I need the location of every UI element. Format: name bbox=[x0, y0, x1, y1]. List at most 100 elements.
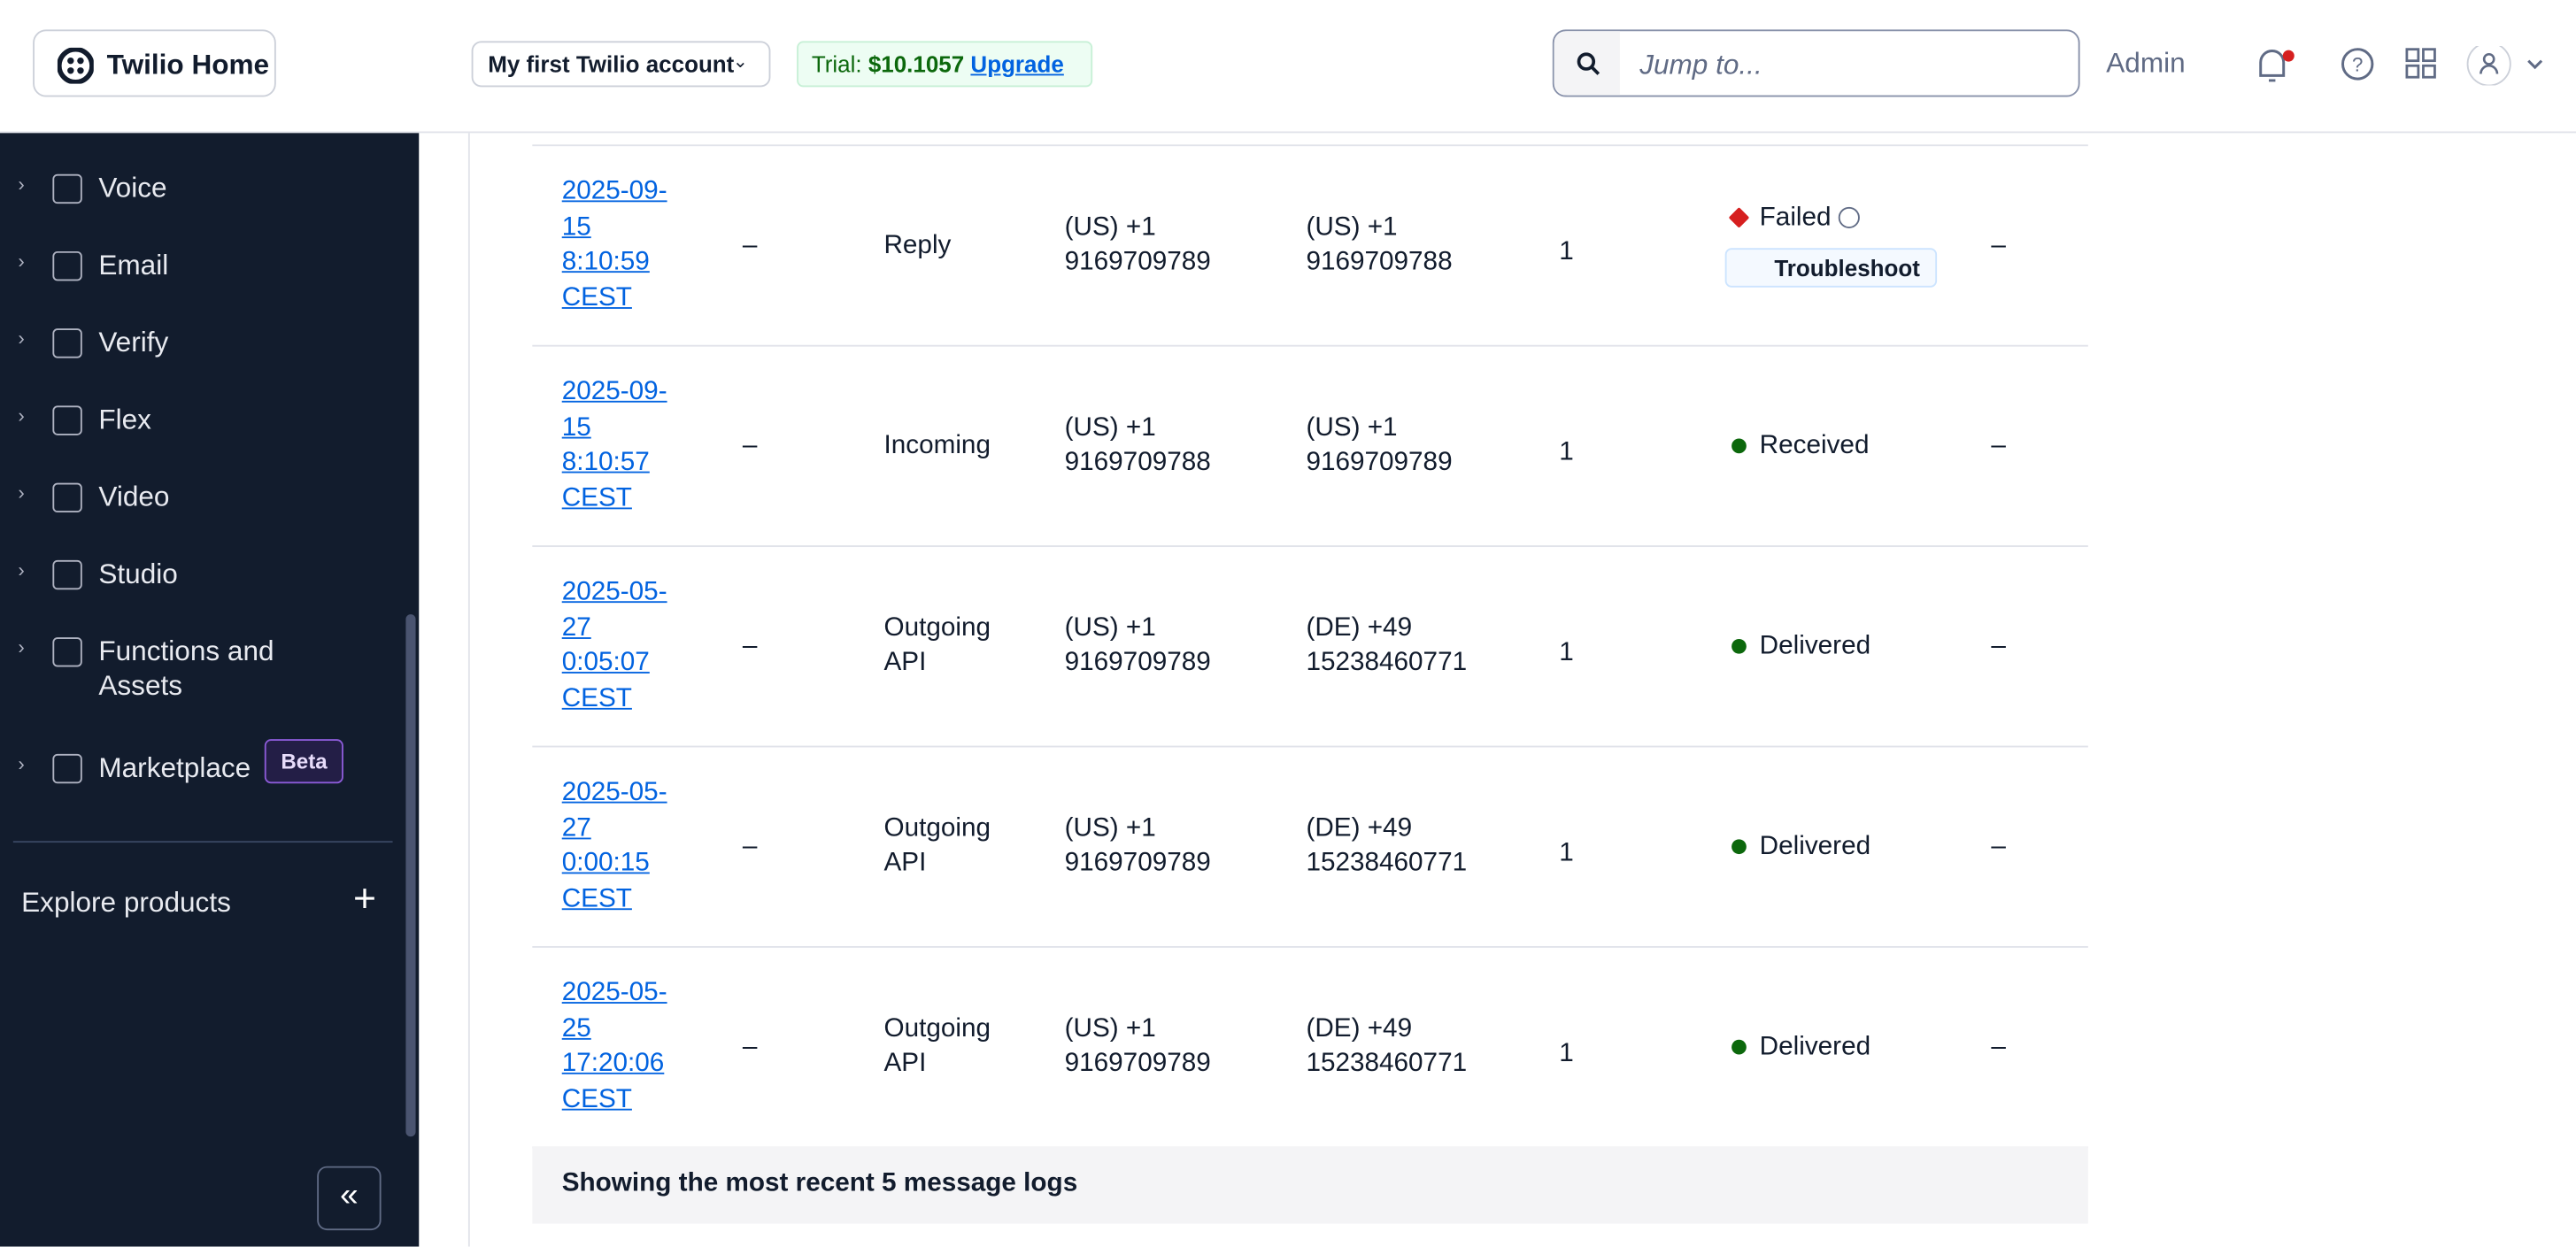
nav-icon bbox=[52, 328, 82, 358]
content-border bbox=[467, 133, 470, 1247]
date-link[interactable]: 2025-09-15 8:10:59 CEST bbox=[561, 177, 667, 312]
chevron: › bbox=[18, 635, 25, 659]
from-number: (US) +1 9169709789 bbox=[1064, 212, 1211, 276]
from-number: (US) +1 9169709789 bbox=[1064, 613, 1211, 677]
table-footer: Showing the most recent 5 message logs bbox=[532, 1146, 2088, 1224]
direction: Outgoing API bbox=[883, 1014, 991, 1078]
message-body: – bbox=[742, 1032, 758, 1060]
to-number: (DE) +49 15238460771 bbox=[1306, 613, 1468, 677]
segments: 1 bbox=[1559, 437, 1574, 466]
explore-products[interactable]: Explore products bbox=[21, 887, 231, 919]
row-divider bbox=[532, 745, 2088, 748]
nav-item[interactable]: Studio bbox=[98, 558, 178, 590]
cost: – bbox=[1991, 631, 2006, 660]
to-number: (DE) +49 15238460771 bbox=[1306, 813, 1468, 878]
from-number: (US) +1 9169709788 bbox=[1064, 412, 1211, 477]
beta-badge: Beta bbox=[264, 739, 344, 784]
nav-item[interactable]: Functions and Assets bbox=[98, 635, 274, 702]
nav-icon bbox=[52, 637, 82, 667]
segments: 1 bbox=[1559, 1038, 1574, 1067]
search-placeholder: Jump to... bbox=[1639, 49, 1762, 81]
chevron: › bbox=[18, 752, 25, 775]
search-icon bbox=[1577, 52, 1600, 75]
collapse-button[interactable]: « bbox=[317, 1166, 382, 1231]
row-divider bbox=[532, 144, 2088, 147]
status-icon bbox=[1731, 1038, 1747, 1054]
status: Failed bbox=[1759, 204, 1832, 232]
chevron: › bbox=[18, 404, 25, 427]
logo-text: Twilio Home bbox=[106, 49, 270, 81]
status-icon bbox=[1731, 838, 1747, 854]
nav-icon bbox=[52, 405, 82, 435]
chevron: ⌄ bbox=[732, 52, 748, 73]
nav-item[interactable]: Voice bbox=[98, 172, 167, 204]
status-icon bbox=[1728, 207, 1750, 228]
divider bbox=[12, 841, 393, 843]
status-icon bbox=[1731, 638, 1747, 653]
from-number: (US) +1 9169709789 bbox=[1064, 1014, 1211, 1078]
date-link[interactable]: 2025-09-15 8:10:57 CEST bbox=[561, 377, 667, 512]
message-body: – bbox=[742, 832, 758, 860]
status-icon bbox=[1731, 437, 1747, 453]
trial-banner: Trial: $10.1057 Upgrade bbox=[797, 41, 1093, 88]
direction: Outgoing API bbox=[883, 813, 991, 878]
date-link[interactable]: 2025-05-27 0:00:15 CEST bbox=[561, 778, 667, 912]
segments: 1 bbox=[1559, 638, 1574, 666]
top-bar: Twilio Home My first Twilio account ⌄ Tr… bbox=[0, 0, 2576, 134]
trial-label: Trial: bbox=[811, 50, 862, 78]
home-button[interactable]: Twilio Home bbox=[33, 29, 276, 97]
upgrade-link[interactable]: Upgrade bbox=[970, 50, 1064, 78]
nav-item[interactable]: Flex bbox=[98, 404, 151, 435]
search-icon-bg bbox=[1554, 31, 1620, 96]
scrollbar bbox=[405, 614, 416, 1137]
nav-item[interactable]: Email bbox=[98, 250, 169, 281]
date-link[interactable]: 2025-05-27 0:05:07 CEST bbox=[561, 578, 667, 712]
status: Delivered bbox=[1759, 832, 1871, 860]
chevron: › bbox=[18, 250, 25, 273]
account-selector[interactable]: My first Twilio account ⌄ bbox=[471, 41, 771, 88]
to-number: (US) +1 9169709789 bbox=[1306, 412, 1453, 477]
nav-icon bbox=[52, 173, 82, 204]
row-divider bbox=[532, 945, 2088, 948]
segments: 1 bbox=[1559, 838, 1574, 866]
info-icon bbox=[1838, 206, 1860, 228]
chevron: › bbox=[18, 172, 25, 196]
status: Delivered bbox=[1759, 631, 1871, 660]
trial-amount: $10.1057 bbox=[868, 50, 965, 78]
to-number: (US) +1 9169709788 bbox=[1306, 212, 1453, 276]
nav-item[interactable]: Verify bbox=[98, 327, 169, 358]
row-divider bbox=[532, 545, 2088, 548]
to-number: (DE) +49 15238460771 bbox=[1306, 1014, 1468, 1078]
status: Delivered bbox=[1759, 1032, 1871, 1060]
from-number: (US) +1 9169709789 bbox=[1064, 813, 1211, 878]
row-divider bbox=[532, 344, 2088, 347]
nav-item[interactable]: Marketplace bbox=[98, 752, 251, 784]
account-name: My first Twilio account bbox=[488, 50, 735, 78]
date-link[interactable]: 2025-05-25 17:20:06 CEST bbox=[561, 979, 667, 1113]
cost: – bbox=[1991, 1032, 2006, 1060]
nav-icon bbox=[52, 482, 82, 513]
segments: 1 bbox=[1559, 237, 1574, 266]
footer-text: Showing the most recent 5 message logs bbox=[561, 1169, 1078, 1197]
troubleshoot-button[interactable]: Troubleshoot bbox=[1724, 248, 1937, 288]
chevron: › bbox=[18, 481, 25, 504]
svg-text:?: ? bbox=[2352, 54, 2363, 76]
nav-icon bbox=[52, 250, 82, 281]
nav-icon bbox=[52, 753, 82, 784]
search-box[interactable]: Jump to... bbox=[1552, 29, 2080, 97]
sidebar: › Voice › Email › Verify › Flex › Video › Studio › Fu… bbox=[0, 133, 420, 1247]
cost: – bbox=[1991, 431, 2006, 459]
cost: – bbox=[1991, 230, 2006, 259]
plus-icon[interactable]: + bbox=[353, 877, 377, 922]
cost: – bbox=[1991, 832, 2006, 860]
direction: Reply bbox=[883, 230, 952, 259]
admin-menu[interactable]: Admin bbox=[2106, 47, 2186, 80]
message-body: – bbox=[742, 431, 758, 459]
nav-item[interactable]: Video bbox=[98, 481, 170, 513]
message-body: – bbox=[742, 631, 758, 660]
chevron: › bbox=[18, 558, 25, 581]
status: Received bbox=[1759, 431, 1870, 459]
chevron: › bbox=[18, 327, 25, 350]
direction: Outgoing API bbox=[883, 613, 991, 677]
